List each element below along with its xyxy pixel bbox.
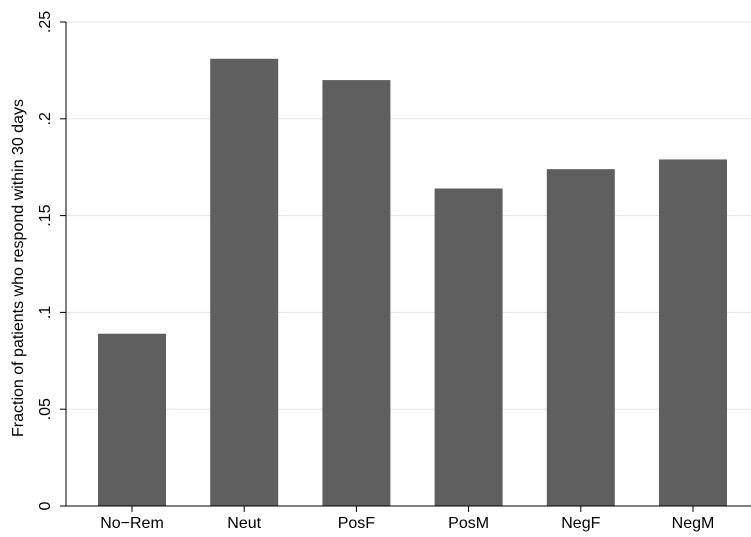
axes <box>65 22 751 507</box>
bar-2 <box>322 80 391 506</box>
y-tick-label-2: .1 <box>37 306 54 319</box>
x-tick-label-3: PosM <box>448 515 489 532</box>
y-tick-label-4: .2 <box>37 112 54 125</box>
y-tick-label-1: .05 <box>37 398 54 420</box>
bar-3 <box>434 188 503 506</box>
x-tick-label-1: Neut <box>227 515 261 532</box>
x-tick-label-4: NegF <box>561 515 600 532</box>
y-tick-label-5: .25 <box>37 11 54 33</box>
bars <box>98 58 727 507</box>
y-tick-label-0: 0 <box>37 501 54 510</box>
gridlines <box>66 21 751 410</box>
x-axis-ticks: No−Rem Neut PosF PosM NegF NegM <box>100 506 714 532</box>
bar-0 <box>98 333 166 506</box>
bar-4 <box>546 169 615 507</box>
bar-5 <box>659 159 727 506</box>
x-tick-label-5: NegM <box>672 515 715 532</box>
bar-1 <box>210 58 279 507</box>
y-axis-title: Fraction of patients who respond within … <box>10 99 27 437</box>
y-tick-label-3: .15 <box>37 204 54 226</box>
x-tick-label-2: PosF <box>338 515 376 532</box>
x-tick-label-0: No−Rem <box>100 515 164 532</box>
y-axis-ticks: 0 .05 .1 .15 .2 .25 <box>37 11 66 510</box>
